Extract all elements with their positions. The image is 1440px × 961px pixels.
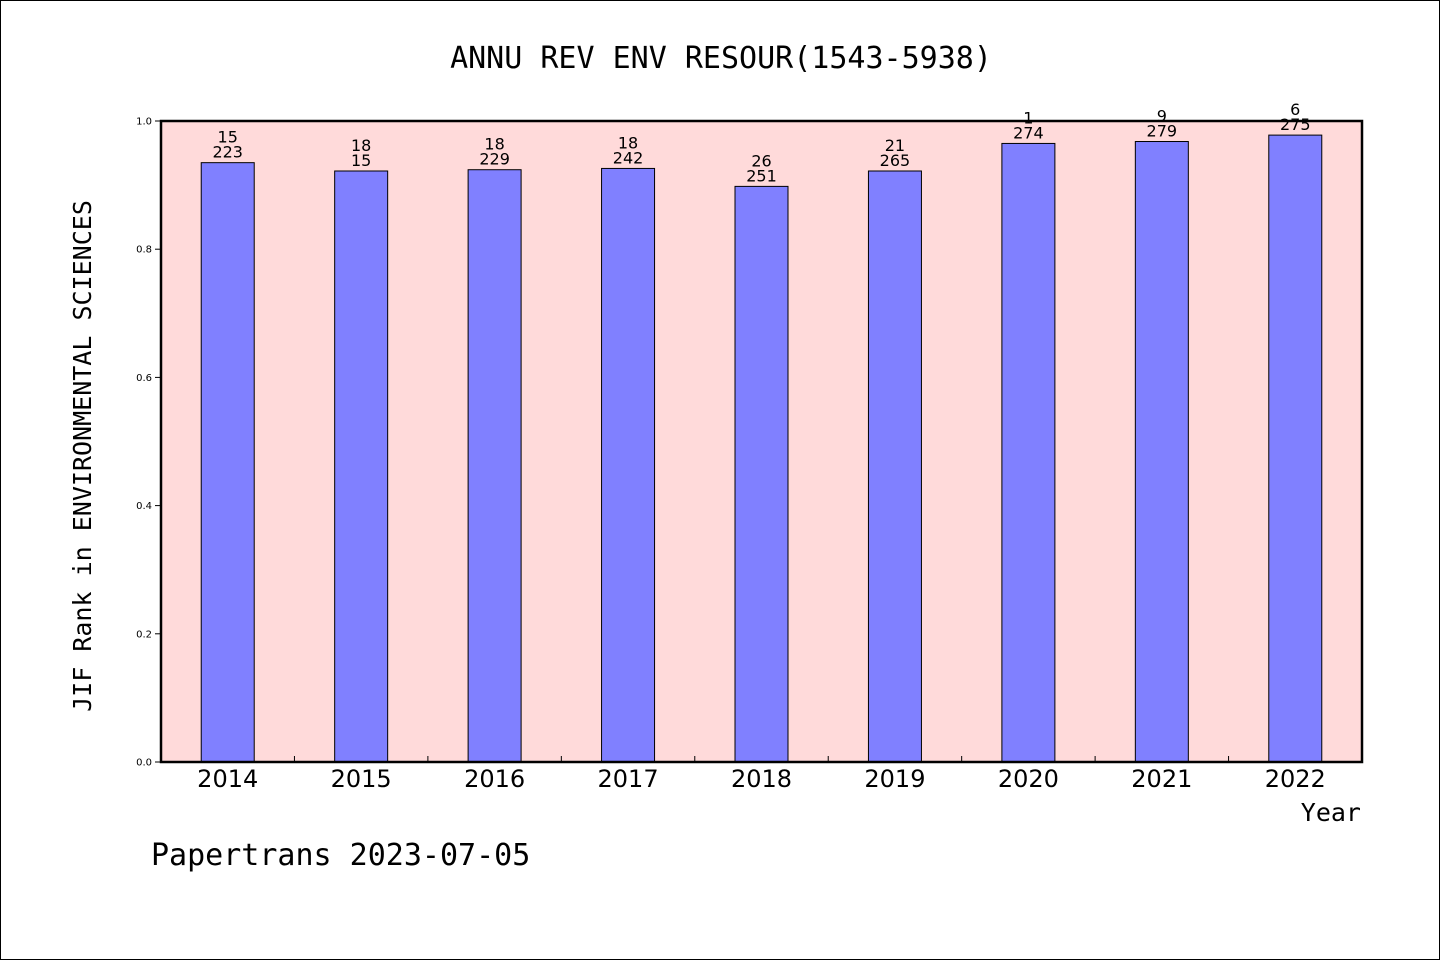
bar-2017 bbox=[601, 167, 656, 763]
data-label-bottom-2019: 265 bbox=[880, 151, 911, 170]
data-label-top-2018: 26 bbox=[751, 151, 771, 170]
x-tick-label-2017: 2017 bbox=[598, 765, 659, 793]
bar-2021 bbox=[1134, 141, 1189, 763]
data-label-top-2020: 1 bbox=[1023, 108, 1033, 127]
footer-credit: Papertrans 2023-07-05 bbox=[151, 838, 530, 873]
y-tick-label-0.8: 0.8 bbox=[136, 245, 152, 256]
y-tick-label-0.0: 0.0 bbox=[136, 758, 152, 769]
data-label-top-2015: 18 bbox=[351, 136, 371, 155]
bar-2015 bbox=[334, 170, 389, 763]
plot-border bbox=[159, 119, 1364, 764]
x-tick-label-2022: 2022 bbox=[1265, 765, 1326, 793]
bar-2014 bbox=[200, 162, 255, 763]
data-label-bottom-2022: 275 bbox=[1280, 115, 1311, 134]
data-label-top-2019: 21 bbox=[885, 136, 905, 155]
data-label-top-2014: 15 bbox=[218, 128, 238, 147]
data-label-top-2016: 18 bbox=[484, 135, 504, 154]
x-axis-label: Year bbox=[1301, 798, 1361, 827]
data-label-bottom-2021: 279 bbox=[1147, 122, 1178, 141]
data-label-bottom-2020: 274 bbox=[1013, 123, 1044, 142]
y-axis-label: JIF Rank in ENVIRONMENTAL SCIENCES bbox=[68, 200, 97, 712]
x-tick-label-2021: 2021 bbox=[1131, 765, 1192, 793]
x-tick-label-2015: 2015 bbox=[331, 765, 392, 793]
x-tick-label-2016: 2016 bbox=[464, 765, 525, 793]
bar-2020 bbox=[1001, 142, 1056, 763]
data-label-bottom-2017: 242 bbox=[613, 148, 644, 167]
x-tick-label-2018: 2018 bbox=[731, 765, 792, 793]
x-axis: 2014 2015 2016 2017 2018 2019 2020 2021 2022 bbox=[197, 756, 1326, 793]
y-tick-label-0.2: 0.2 bbox=[136, 629, 152, 640]
x-tick-label-2019: 2019 bbox=[864, 765, 925, 793]
data-label-top-2017: 18 bbox=[618, 133, 638, 152]
y-tick-label-1.0: 1.0 bbox=[136, 117, 152, 128]
bar-2019 bbox=[867, 170, 922, 763]
data-label-bottom-2015: 15 bbox=[351, 151, 371, 170]
y-tick-label-0.6: 0.6 bbox=[136, 373, 152, 384]
x-tick-label-2020: 2020 bbox=[998, 765, 1059, 793]
data-label-bottom-2014: 223 bbox=[212, 143, 243, 162]
data-label-top-2021: 9 bbox=[1157, 107, 1167, 126]
data-label-bottom-2016: 229 bbox=[479, 150, 510, 169]
bars-group bbox=[200, 134, 1323, 763]
bar-2022 bbox=[1268, 134, 1323, 763]
chart-title: ANNU REV ENV RESOUR(1543-5938) bbox=[450, 41, 992, 76]
data-label-top-2022: 6 bbox=[1290, 100, 1300, 119]
y-tick-label-0.4: 0.4 bbox=[136, 501, 152, 512]
data-label-bottom-2018: 251 bbox=[746, 166, 777, 185]
bar-2018 bbox=[734, 185, 789, 763]
y-axis: 0.0 0.2 0.4 0.6 0.8 1.0 bbox=[136, 117, 161, 769]
x-tick-label-2014: 2014 bbox=[197, 765, 258, 793]
bar-2016 bbox=[467, 169, 522, 763]
